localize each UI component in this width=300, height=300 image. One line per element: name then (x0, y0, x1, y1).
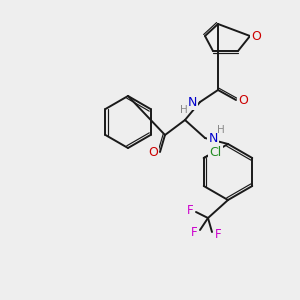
Text: O: O (238, 94, 248, 106)
Text: O: O (251, 29, 261, 43)
Text: H: H (217, 125, 225, 135)
Text: Cl: Cl (210, 146, 222, 160)
Text: F: F (187, 203, 193, 217)
Text: N: N (187, 95, 197, 109)
Text: O: O (148, 146, 158, 158)
Text: F: F (191, 226, 197, 239)
Text: N: N (208, 131, 218, 145)
Text: H: H (180, 105, 188, 115)
Text: F: F (215, 229, 221, 242)
